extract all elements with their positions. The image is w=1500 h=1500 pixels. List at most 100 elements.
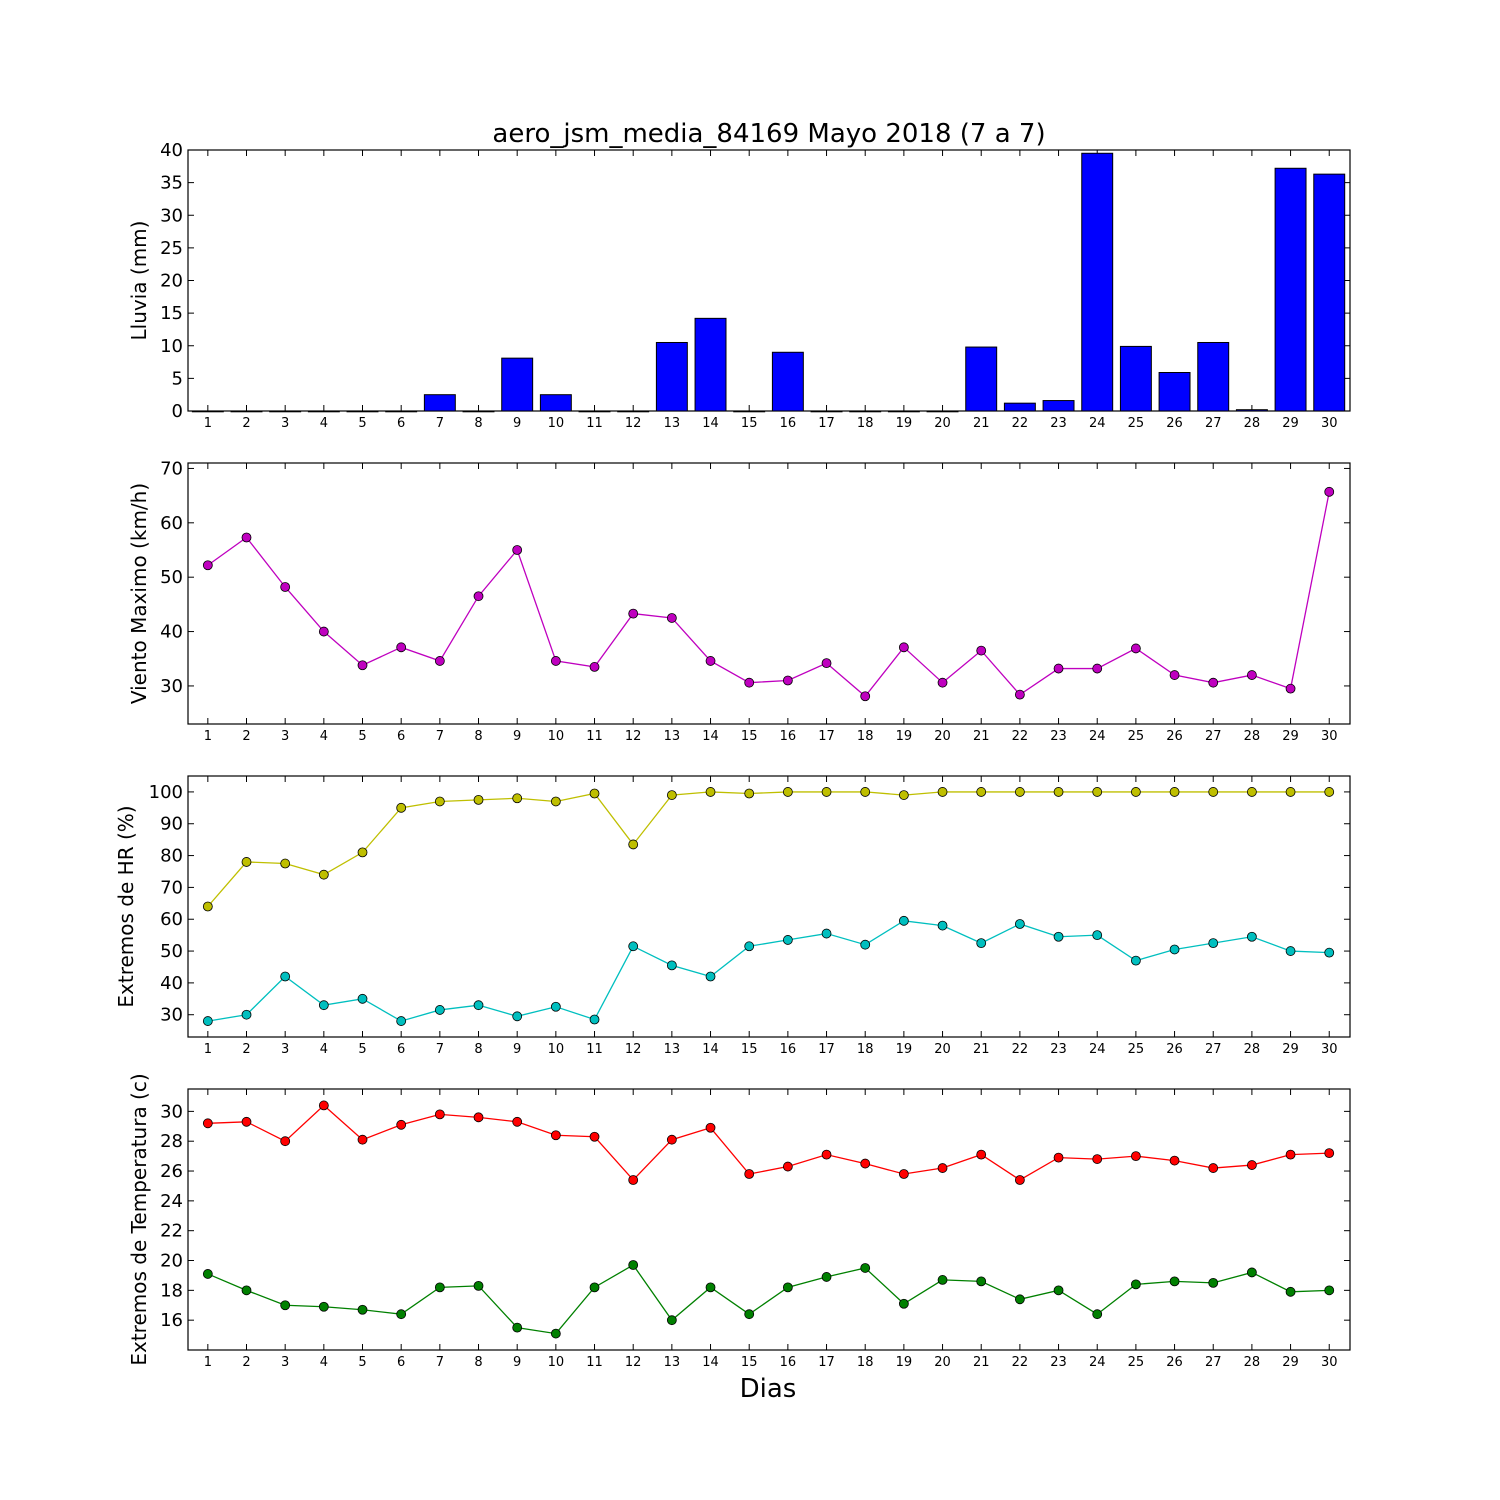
- series-line-1: [207, 791, 1330, 907]
- x-axis-label: Dias: [740, 1374, 797, 1404]
- x-tick-label: 17: [818, 729, 835, 744]
- data-point: [744, 677, 755, 688]
- x-tick-label: 11: [586, 1042, 603, 1057]
- y-tick-label: 5: [172, 368, 183, 389]
- y-tick-label: 40: [160, 973, 183, 994]
- bar: [269, 410, 302, 413]
- data-point: [589, 1131, 600, 1142]
- x-tick-label: 3: [281, 1355, 289, 1370]
- bar: [810, 410, 843, 413]
- bar: [887, 410, 920, 413]
- data-point: [1169, 1155, 1180, 1166]
- data-point: [666, 790, 677, 800]
- data-point: [1324, 787, 1335, 797]
- data-point: [1208, 677, 1219, 688]
- y-tick-label: 30: [160, 205, 183, 226]
- data-point: [1208, 1277, 1219, 1288]
- bar: [578, 410, 611, 413]
- x-tick-label: 7: [436, 1355, 444, 1370]
- data-point: [1014, 1175, 1025, 1185]
- data-point: [434, 796, 445, 807]
- data-point: [821, 928, 832, 939]
- x-tick-label: 26: [1166, 1042, 1183, 1057]
- data-point: [512, 793, 523, 804]
- data-point: [744, 788, 755, 799]
- data-point: [473, 794, 484, 805]
- x-tick-label: 10: [548, 1355, 565, 1370]
- x-tick-label: 6: [397, 1355, 405, 1370]
- data-point: [1285, 1149, 1296, 1160]
- x-tick-label: 1: [204, 1042, 212, 1057]
- x-tick-label: 18: [857, 1042, 874, 1057]
- x-tick-label: 11: [586, 1355, 603, 1370]
- data-point: [937, 787, 948, 797]
- data-point: [976, 1149, 987, 1160]
- data-point: [937, 1275, 948, 1285]
- data-point: [860, 939, 871, 950]
- data-point: [666, 613, 677, 623]
- y-tick-label: 40: [160, 140, 183, 161]
- data-point: [1053, 1285, 1064, 1296]
- x-tick-label: 1: [204, 416, 212, 431]
- data-point: [1324, 1285, 1335, 1296]
- data-point: [744, 1309, 755, 1320]
- x-tick-label: 8: [474, 416, 482, 431]
- x-tick-label: 14: [702, 416, 719, 431]
- data-point: [628, 1260, 639, 1270]
- data-point: [1092, 787, 1103, 797]
- x-tick-label: 28: [1244, 729, 1261, 744]
- bar: [655, 341, 688, 412]
- y-tick-label: 50: [160, 941, 183, 962]
- x-tick-label: 18: [857, 1355, 874, 1370]
- x-tick-label: 30: [1321, 416, 1338, 431]
- data-point: [1014, 919, 1025, 929]
- x-tick-label: 3: [281, 1042, 289, 1057]
- y-tick-label: 16: [160, 1310, 183, 1331]
- x-tick-label: 7: [436, 729, 444, 744]
- bar: [501, 357, 534, 412]
- data-point: [628, 941, 639, 952]
- y-tick-label: 18: [160, 1280, 183, 1301]
- x-tick-label: 12: [625, 1042, 642, 1057]
- y-tick-label: 24: [160, 1191, 183, 1212]
- y-tick-label: 30: [160, 1005, 183, 1026]
- x-tick-label: 14: [702, 729, 719, 744]
- x-tick-label: 5: [358, 1355, 366, 1370]
- data-point: [589, 1282, 600, 1293]
- y-tick-label: 15: [160, 303, 183, 324]
- data-point: [1053, 787, 1064, 797]
- axes-frame: [187, 1088, 1351, 1351]
- x-tick-label: 7: [436, 416, 444, 431]
- x-tick-label: 28: [1244, 416, 1261, 431]
- data-point: [1130, 955, 1141, 966]
- data-point: [1246, 670, 1257, 680]
- bar: [926, 410, 959, 413]
- x-tick-label: 8: [474, 1355, 482, 1370]
- x-tick-label: 29: [1282, 1355, 1299, 1370]
- bar: [965, 346, 998, 412]
- y-axis-label: Extremos de HR (%): [114, 805, 138, 1007]
- data-point: [280, 1300, 291, 1311]
- x-tick-label: 28: [1244, 1042, 1261, 1057]
- bar: [1003, 402, 1036, 412]
- data-point: [1246, 931, 1257, 942]
- x-tick-label: 25: [1128, 416, 1145, 431]
- data-point: [1246, 1160, 1257, 1170]
- data-point: [241, 532, 252, 543]
- data-point: [550, 1130, 561, 1141]
- x-tick-label: 25: [1128, 1042, 1145, 1057]
- x-tick-label: 9: [513, 1355, 521, 1370]
- y-tick-label: 20: [160, 271, 183, 292]
- data-point: [1092, 1309, 1103, 1320]
- data-point: [357, 660, 368, 671]
- data-point: [550, 1001, 561, 1012]
- data-point: [318, 1301, 329, 1312]
- x-tick-label: 15: [741, 1042, 758, 1057]
- bar: [1158, 372, 1191, 412]
- y-tick-label: 22: [160, 1221, 183, 1242]
- data-point: [1130, 1279, 1141, 1290]
